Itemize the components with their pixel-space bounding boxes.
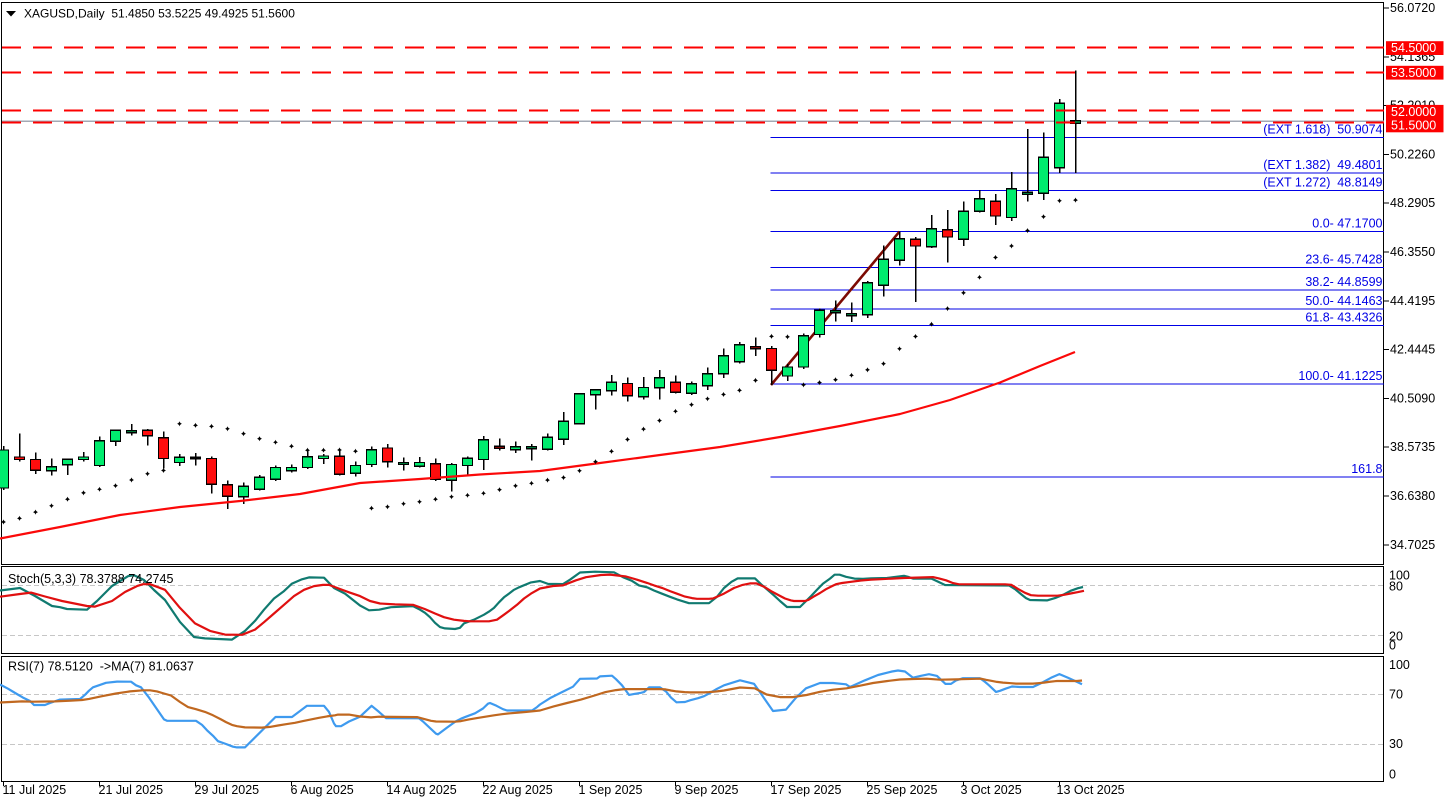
svg-text:52.0000: 52.0000 xyxy=(1391,105,1436,119)
svg-text:0.0- 47.1700: 0.0- 47.1700 xyxy=(1312,216,1382,230)
svg-text:(EXT 1.272) 48.8149: (EXT 1.272) 48.8149 xyxy=(1263,175,1382,189)
svg-text:48.2905: 48.2905 xyxy=(1390,196,1435,210)
svg-text:36.6380: 36.6380 xyxy=(1390,489,1435,503)
svg-text:161.8: 161.8 xyxy=(1351,462,1382,476)
svg-text:54.5000: 54.5000 xyxy=(1391,41,1436,55)
svg-text:80: 80 xyxy=(1389,580,1403,594)
svg-text:22 Aug 2025: 22 Aug 2025 xyxy=(483,783,553,797)
svg-text:61.8- 43.4326: 61.8- 43.4326 xyxy=(1305,311,1382,325)
svg-text:6 Aug 2025: 6 Aug 2025 xyxy=(291,783,354,797)
svg-text:0: 0 xyxy=(1389,639,1396,653)
svg-text:53.5000: 53.5000 xyxy=(1391,66,1436,80)
svg-text:50.0- 44.1463: 50.0- 44.1463 xyxy=(1305,294,1382,308)
svg-text:46.3550: 46.3550 xyxy=(1390,245,1435,259)
svg-text:29 Jul 2025: 29 Jul 2025 xyxy=(195,783,260,797)
svg-text:1 Sep 2025: 1 Sep 2025 xyxy=(579,783,643,797)
svg-text:38.2- 44.8599: 38.2- 44.8599 xyxy=(1305,275,1382,289)
svg-text:XAGUSD,Daily 51.4850 53.5225: XAGUSD,Daily 51.4850 53.5225 49.4925 51.… xyxy=(24,7,295,21)
svg-text:14 Aug 2025: 14 Aug 2025 xyxy=(387,783,457,797)
svg-text:38.5735: 38.5735 xyxy=(1390,440,1435,454)
svg-text:(EXT 1.382) 49.4801: (EXT 1.382) 49.4801 xyxy=(1263,158,1382,172)
svg-text:40.5090: 40.5090 xyxy=(1390,391,1435,405)
svg-text:100.0- 41.1225: 100.0- 41.1225 xyxy=(1298,369,1382,383)
svg-text:20: 20 xyxy=(1389,630,1403,644)
svg-text:44.4195: 44.4195 xyxy=(1390,294,1435,308)
svg-text:50.2260: 50.2260 xyxy=(1390,147,1435,161)
svg-text:RSI(7) 78.5120 ->MA(7) 81.063: RSI(7) 78.5120 ->MA(7) 81.0637 xyxy=(8,660,194,674)
svg-text:0: 0 xyxy=(1389,768,1396,782)
svg-text:25 Sep 2025: 25 Sep 2025 xyxy=(867,783,938,797)
svg-text:23.6- 45.7428: 23.6- 45.7428 xyxy=(1305,252,1382,266)
svg-text:13 Oct 2025: 13 Oct 2025 xyxy=(1057,783,1125,797)
svg-text:Stoch(5,3,3) 78.3788 74.2745: Stoch(5,3,3) 78.3788 74.2745 xyxy=(8,572,173,586)
svg-text:3 Oct 2025: 3 Oct 2025 xyxy=(961,783,1022,797)
svg-text:9 Sep 2025: 9 Sep 2025 xyxy=(675,783,739,797)
svg-text:(EXT 1.618) 50.9074: (EXT 1.618) 50.9074 xyxy=(1263,122,1382,136)
svg-text:30: 30 xyxy=(1389,737,1403,751)
svg-text:56.0720: 56.0720 xyxy=(1390,1,1435,15)
svg-text:34.7025: 34.7025 xyxy=(1390,538,1435,552)
svg-text:17 Sep 2025: 17 Sep 2025 xyxy=(771,783,842,797)
svg-text:21 Jul 2025: 21 Jul 2025 xyxy=(99,783,164,797)
svg-text:51.5000: 51.5000 xyxy=(1391,119,1436,133)
svg-text:42.4445: 42.4445 xyxy=(1390,343,1435,357)
svg-text:100: 100 xyxy=(1389,569,1410,583)
svg-text:100: 100 xyxy=(1389,658,1410,672)
svg-text:70: 70 xyxy=(1389,688,1403,702)
svg-text:11 Jul 2025: 11 Jul 2025 xyxy=(3,783,67,797)
